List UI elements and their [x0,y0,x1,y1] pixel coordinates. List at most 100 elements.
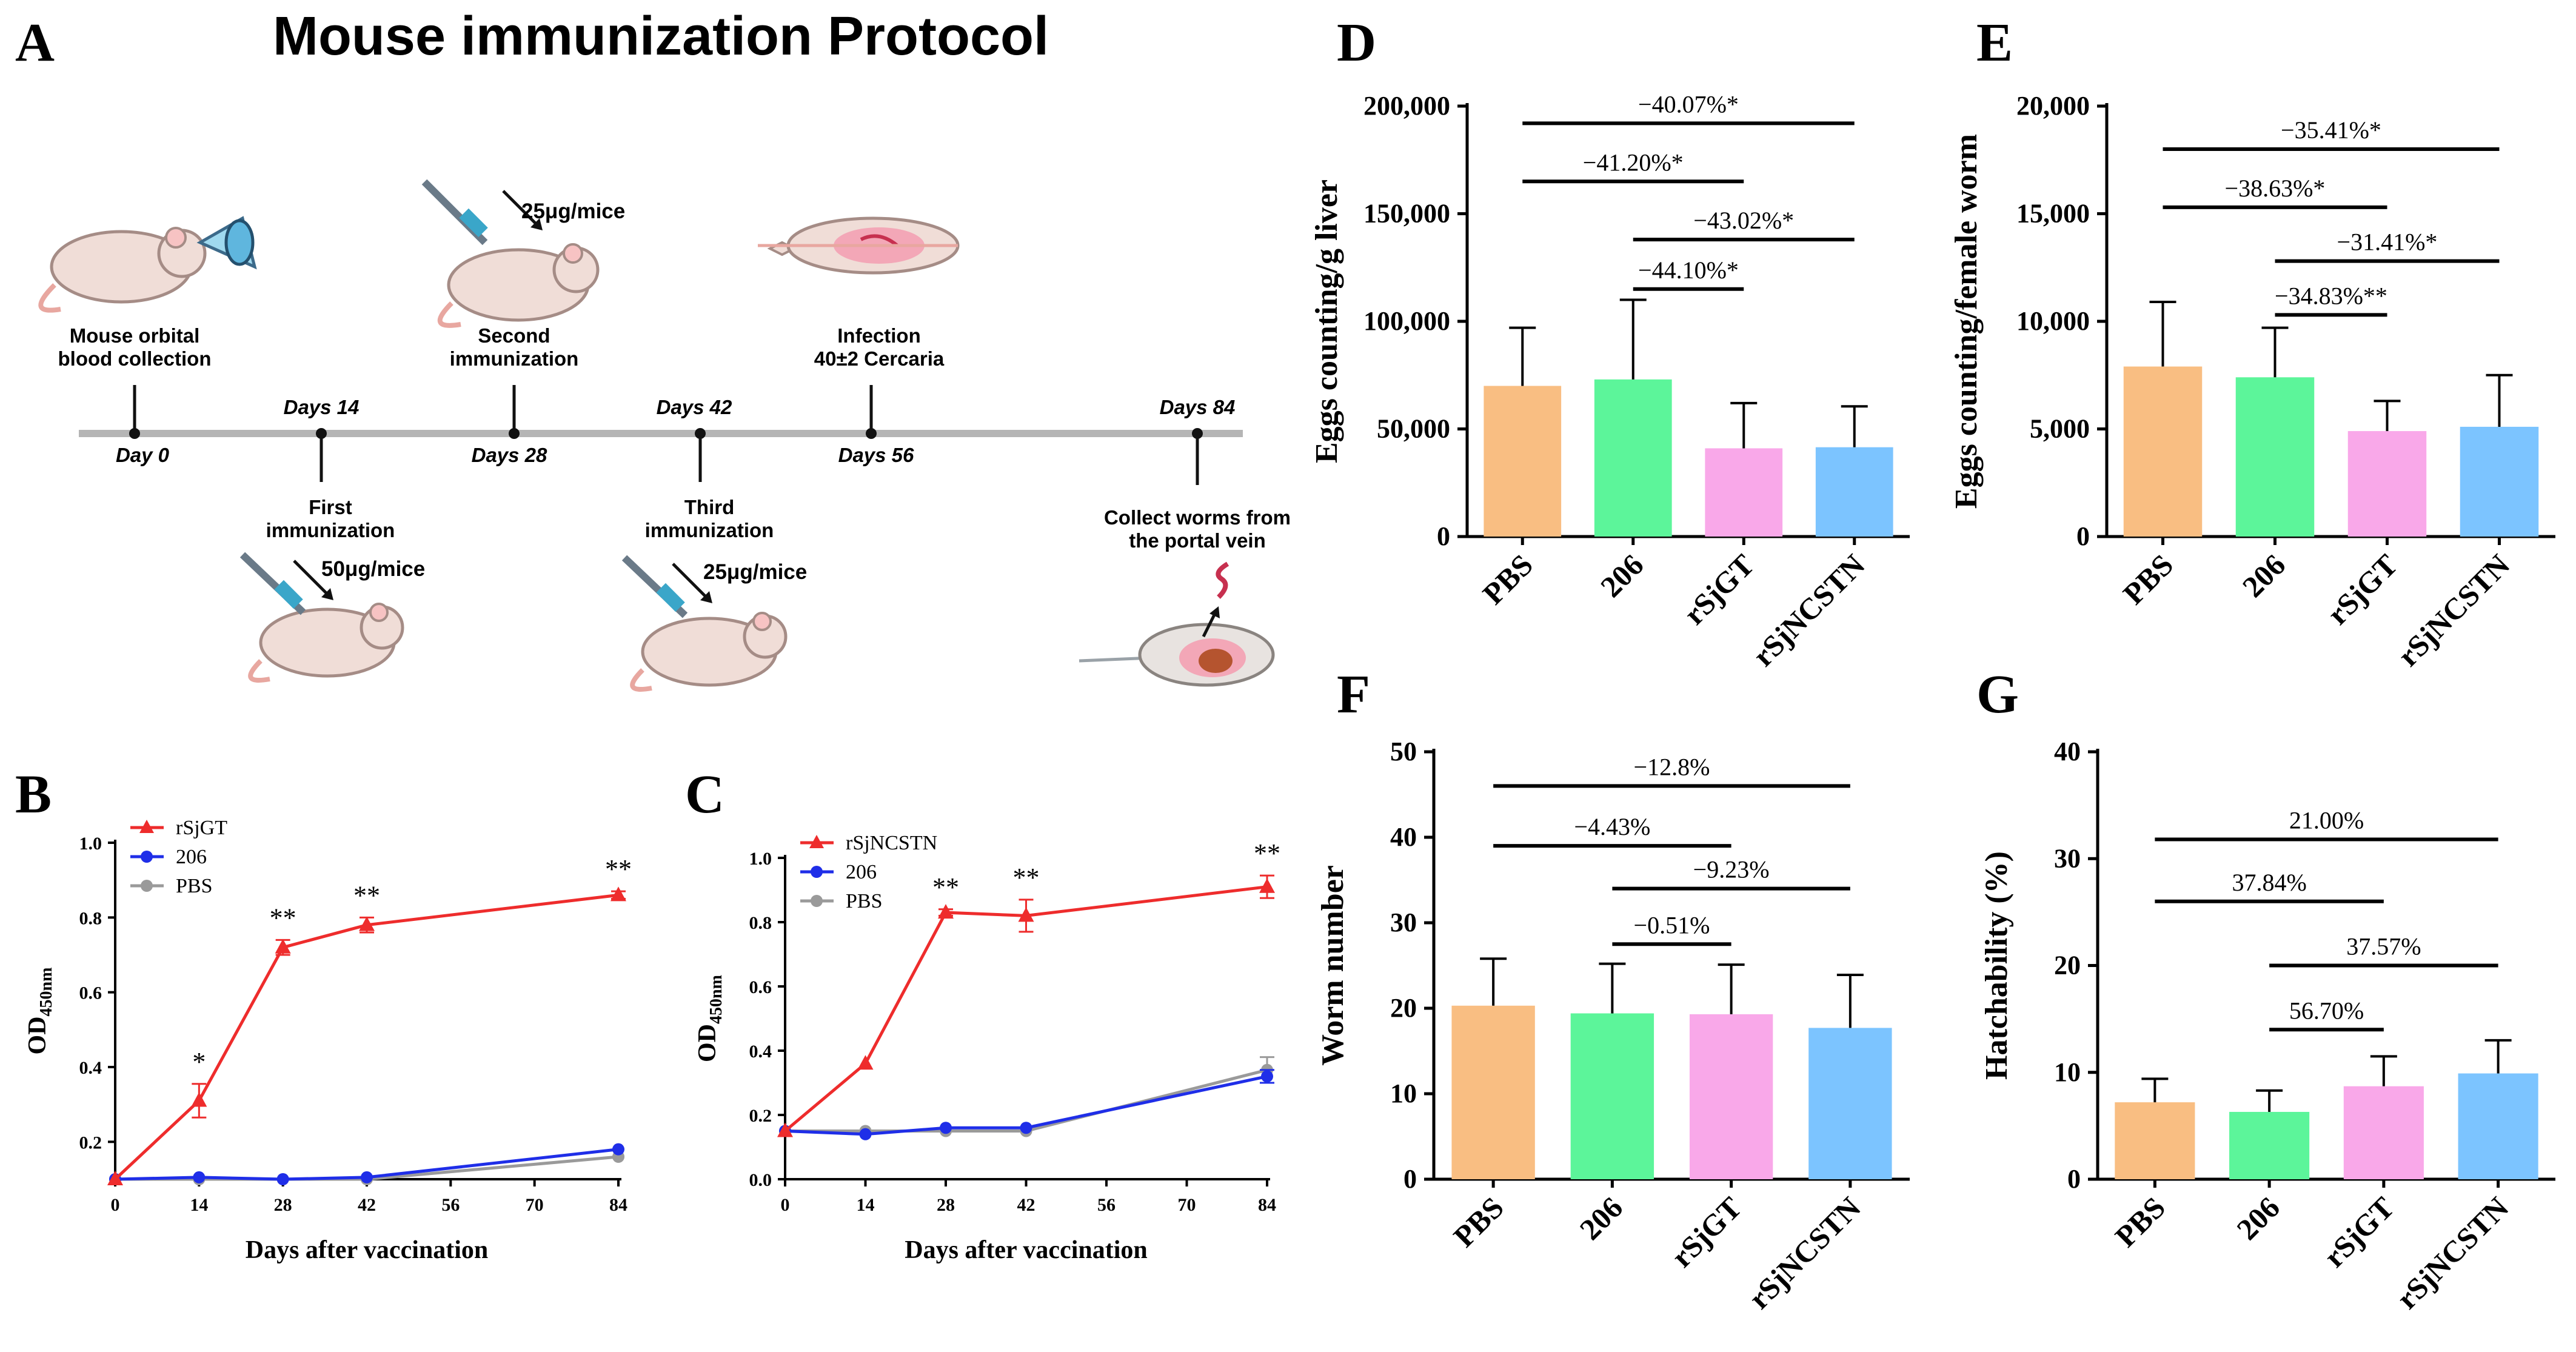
y-tick-label: 0 [2067,1164,2081,1194]
event-day28-line1: Second [478,324,550,347]
y-tick-label: 200,000 [1363,91,1450,121]
comparison-label: −44.10%* [1638,256,1739,284]
legend-label-PBS: PBS [176,875,213,897]
data-point-rSjNCSTN [1018,907,1034,922]
dose-first: 50μg/mice [321,557,425,581]
mouse-first-immunization-illustration [239,552,404,683]
significance-mark: ** [1254,838,1280,868]
tick-label-day14: Days 14 [284,396,360,418]
y-tick-label: 0.2 [749,1106,772,1126]
panel-label-b: B [15,765,52,825]
comparison-label: −41.20%* [1583,149,1684,176]
panel-label-d: D [1337,13,1376,73]
y-tick-label: 50 [1390,737,1417,766]
bar-PBS [1451,1005,1535,1179]
x-tick-label: 70 [526,1195,544,1215]
y-tick-label: 30 [1390,908,1417,937]
x-tick-label: 70 [1178,1195,1196,1215]
data-point-rSjGT [275,939,291,954]
panel-a: A Mouse immunization Protocol [15,6,1291,692]
data-point-rSjNCSTN [1259,878,1275,893]
comparison-label: 56.70% [2289,997,2364,1024]
data-point-rSjGT [359,916,375,931]
chart-c-rsjncstn-od450: 0.0 0.2 0.4 0.6 0.8 1.0 0 14 28 42 56 70 84 Days afte… [694,832,1280,1264]
y-tick-label: 30 [2054,843,2081,873]
comparison-label: −43.02%* [1693,207,1794,234]
data-point-206 [1261,1070,1273,1083]
data-point-206 [193,1171,206,1183]
panel-label-e: E [1976,13,2013,73]
y-tick-label: 20 [2054,951,2081,980]
bar-PBS [2115,1102,2195,1179]
event-day84-line2: the portal vein [1129,529,1266,552]
y-tick-label: 20 [1390,993,1417,1023]
tick-label-day84: Days 84 [1160,396,1236,418]
event-day56-line1: Infection [837,324,921,347]
y-tick-label: 0 [2076,521,2090,551]
comparison-label: −4.43% [1574,813,1650,840]
event-day14-line2: immunization [266,519,395,541]
legend-marker-PBS [141,880,153,892]
legend-marker-rSjNCSTN [809,835,824,848]
comparison-label: −38.63%* [2225,175,2326,202]
timeline-tick-day42 [695,428,706,482]
bar-rSjGT [1689,1014,1773,1179]
x-tick-label: 84 [1258,1195,1276,1215]
data-point-rSjNCSTN [777,1122,793,1137]
y-axis-label: Eggs counting/female worm [1949,134,1984,509]
significance-mark: ** [270,903,296,932]
data-point-rSjNCSTN [857,1055,874,1070]
y-tick-label: 5,000 [2030,414,2090,444]
bar-206 [2235,377,2315,537]
data-point-206 [940,1122,952,1134]
x-tick-label: 56 [441,1195,460,1215]
protocol-title: Mouse immunization Protocol [273,6,1049,67]
significance-mark: ** [353,880,380,910]
x-tick-label: 42 [1017,1195,1035,1215]
timeline-tick-day28 [509,385,520,439]
y-axis-label: Eggs counting/g liver [1310,179,1344,463]
event-day28-line2: immunization [450,347,579,370]
bar-206 [2229,1111,2310,1179]
y-axis-label: Hatchability (%) [1979,851,2014,1080]
significance-mark: * [192,1047,206,1077]
timeline-tick-day14 [316,428,327,482]
legend-marker-PBS [811,895,823,907]
x-tick-label: 0 [781,1195,790,1215]
bar-rSjNCSTN [1815,447,1893,537]
y-tick-label: 150,000 [1363,199,1450,229]
mouse-dissection-illustration [1079,561,1275,687]
bar-rSjNCSTN [1808,1028,1892,1179]
y-tick-label: 0.4 [79,1058,102,1078]
data-point-206 [612,1143,624,1156]
tick-label-day0: Day 0 [116,444,170,466]
bar-206 [1594,379,1672,537]
y-axis-label-subscript: 450nm [37,968,56,1017]
event-day56-line2: 40±2 Cercaria [814,347,945,370]
data-point-206 [1020,1122,1032,1134]
panel-label-a: A [15,13,55,73]
y-axis-label: OD450nm [24,968,56,1055]
mouse-third-immunization-illustration [621,555,788,692]
x-tick-label: 28 [937,1195,955,1215]
event-day42-line2: immunization [645,519,774,541]
significance-mark: ** [932,872,959,902]
comparison-label: 21.00% [2289,807,2364,834]
comparison-label: −35.41%* [2281,116,2381,144]
significance-mark: ** [1013,863,1040,892]
tick-label-day42: Days 42 [657,396,732,418]
event-day0-line1: Mouse orbital [70,324,200,347]
x-tick-label: 0 [111,1195,120,1215]
comparison-label: −0.51% [1634,911,1710,939]
y-tick-label: 0.6 [79,983,102,1003]
comparison-label: −40.07%* [1638,90,1739,118]
y-tick-label: 0 [1437,521,1450,551]
bar-rSjGT [2343,1086,2424,1179]
data-point-206 [361,1171,373,1183]
panel-label-c: C [685,765,724,825]
bar-rSjNCSTN [2458,1073,2538,1179]
panel-label-g: G [1976,664,2019,725]
y-tick-label: 40 [1390,822,1417,852]
event-day42-line1: Third [684,496,734,518]
legend-label-rSjNCSTN: rSjNCSTN [846,832,937,854]
